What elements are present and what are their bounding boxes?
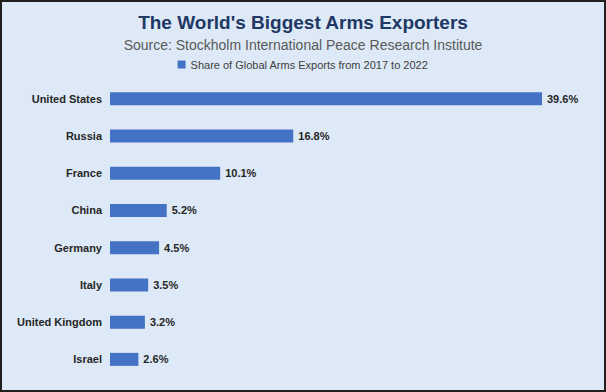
svg-text:France: France (66, 167, 102, 179)
svg-text:United States: United States (32, 93, 102, 105)
svg-text:United Kingdom: United Kingdom (17, 316, 102, 328)
svg-text:China: China (71, 204, 102, 216)
svg-text:The World's Biggest Arms Expor: The World's Biggest Arms Exporters (138, 12, 468, 33)
svg-text:Share of Global Arms Exports f: Share of Global Arms Exports from 2017 t… (191, 59, 428, 71)
svg-text:16.8%: 16.8% (298, 130, 329, 142)
svg-text:3.2%: 3.2% (150, 316, 175, 328)
svg-text:5.2%: 5.2% (172, 204, 197, 216)
svg-text:2.6%: 2.6% (143, 353, 168, 365)
svg-text:4.5%: 4.5% (164, 242, 189, 254)
svg-text:Israel: Israel (73, 353, 102, 365)
svg-text:10.1%: 10.1% (225, 167, 256, 179)
svg-text:Italy: Italy (80, 279, 103, 291)
svg-text:39.6%: 39.6% (547, 93, 578, 105)
svg-text:3.5%: 3.5% (153, 279, 178, 291)
svg-text:Germany: Germany (54, 242, 103, 254)
svg-text:Source: Stockholm Internationa: Source: Stockholm International Peace Re… (124, 37, 483, 53)
svg-text:Russia: Russia (66, 130, 103, 142)
